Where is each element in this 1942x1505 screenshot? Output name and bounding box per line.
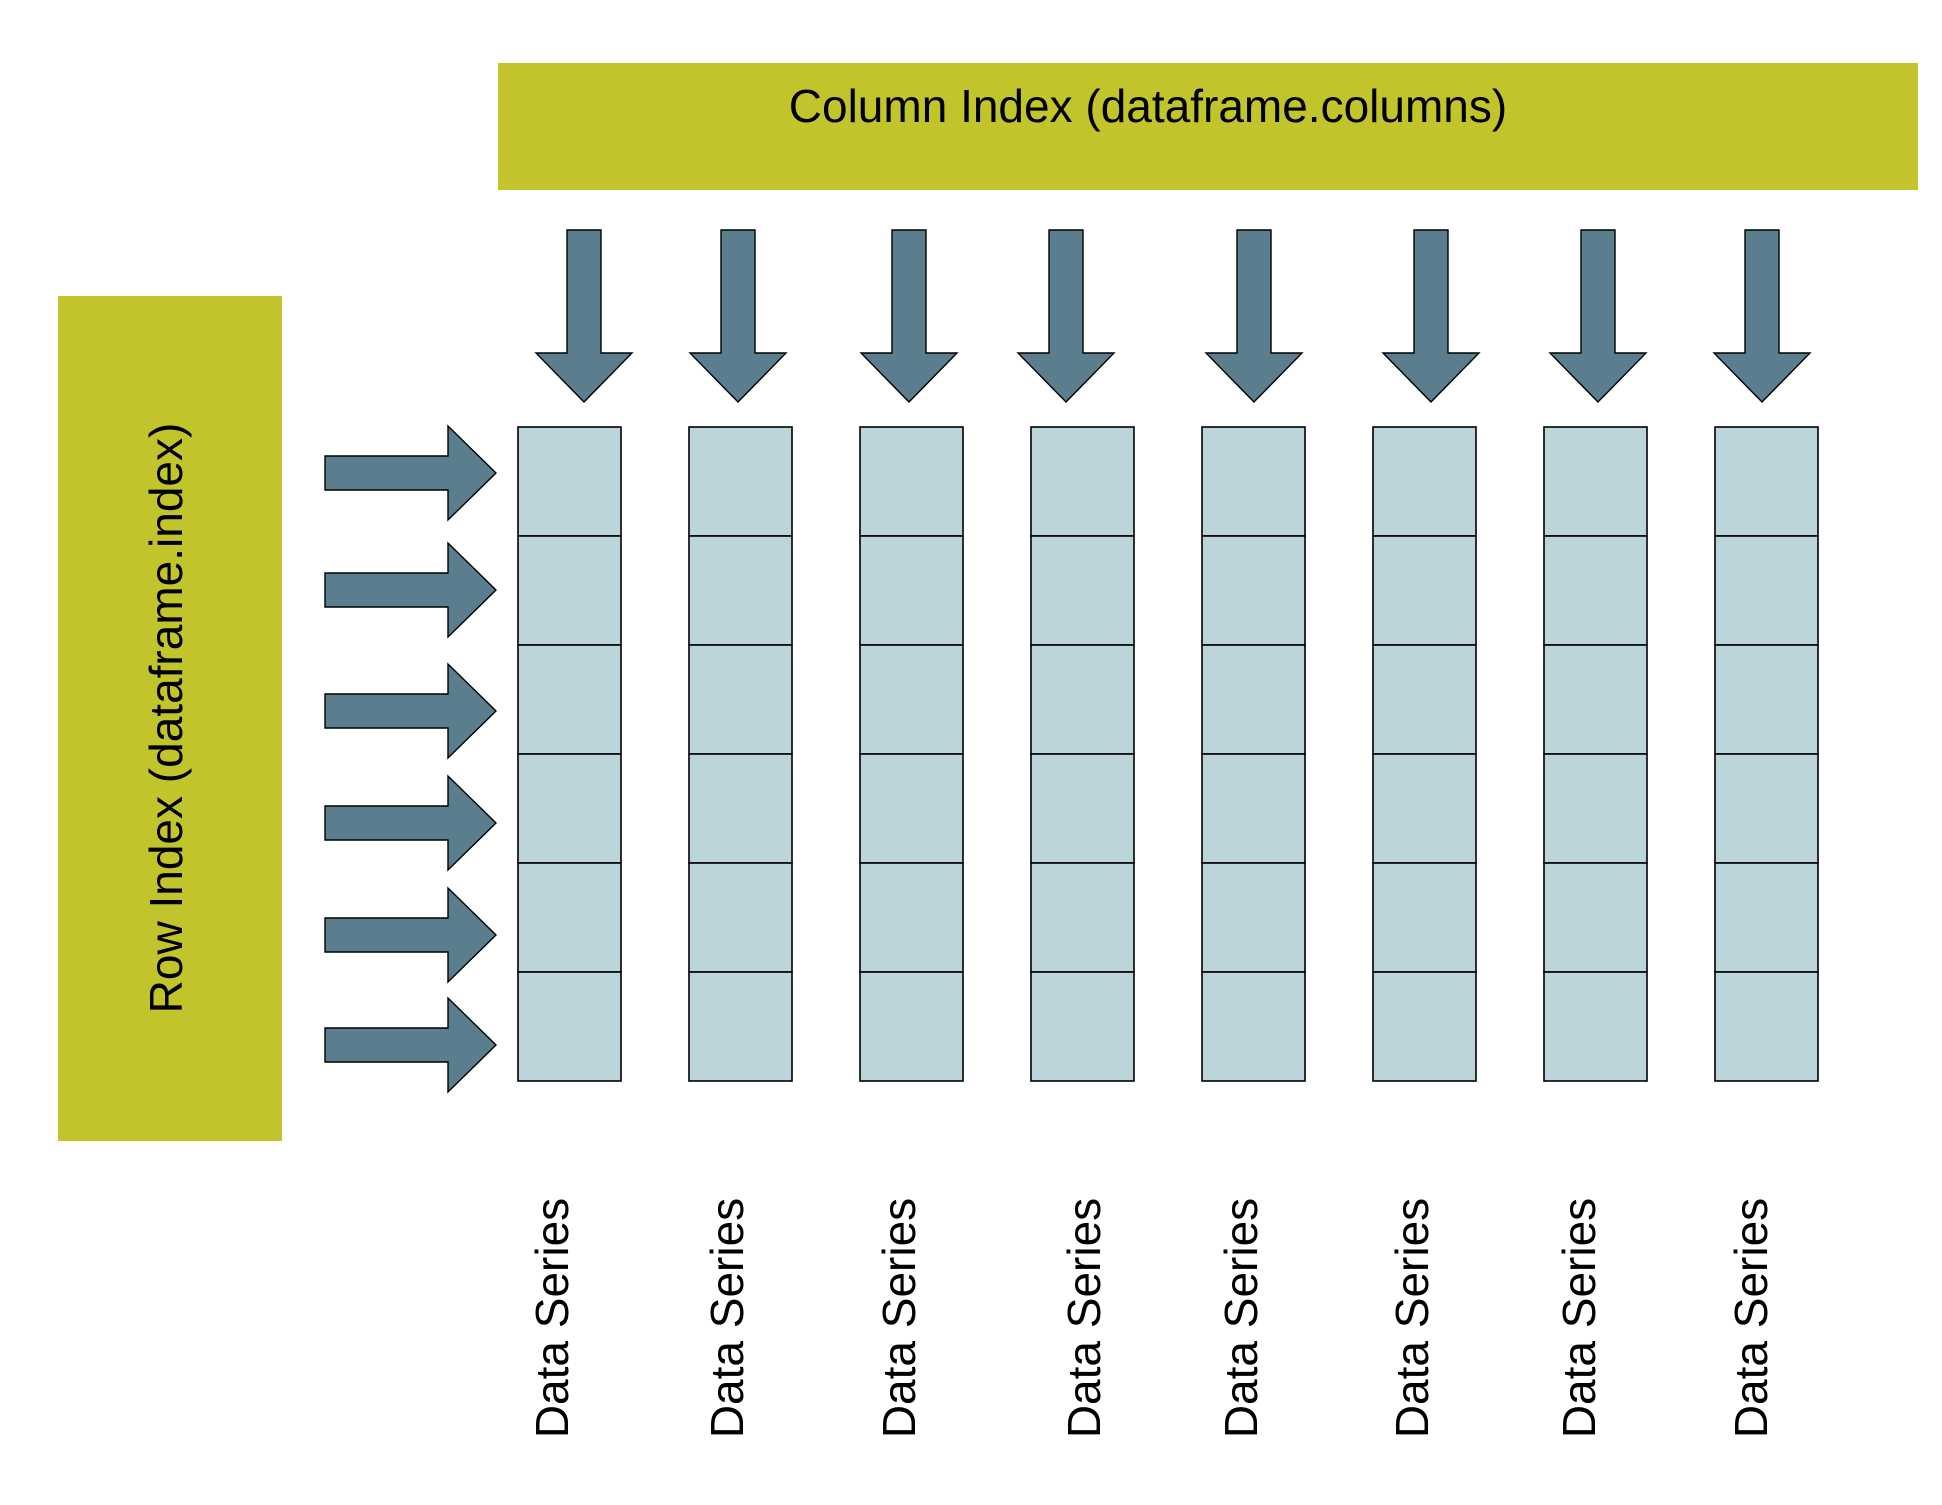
grid-cell (859, 535, 964, 646)
grid-cell (1372, 971, 1477, 1082)
grid-cell (1543, 971, 1648, 1082)
grid-cell (1030, 753, 1135, 864)
right-arrow-icon (324, 886, 498, 984)
down-arrow-icon (1548, 229, 1648, 404)
grid-cell (1201, 426, 1306, 537)
grid-cell (859, 426, 964, 537)
grid-cell (517, 644, 622, 755)
grid-cell (1201, 644, 1306, 755)
down-arrow-icon (688, 229, 788, 404)
grid-cell (517, 862, 622, 973)
grid-cell (1543, 862, 1648, 973)
grid-cell (1030, 644, 1135, 755)
down-arrow-icon (1016, 229, 1116, 404)
right-arrow-icon (324, 774, 498, 872)
grid-cell (859, 971, 964, 1082)
grid-cell (859, 862, 964, 973)
grid-cell (1714, 862, 1819, 973)
series-label: Data Series (873, 1198, 925, 1438)
grid-cell (1714, 644, 1819, 755)
grid-cell (1543, 535, 1648, 646)
series-label: Data Series (701, 1198, 753, 1438)
column-index-label: Column Index (dataframe.columns) (789, 80, 1507, 132)
grid-cell (1201, 535, 1306, 646)
grid-cell (859, 753, 964, 864)
right-arrow-icon (324, 541, 498, 639)
row-index-box (58, 296, 282, 1141)
grid-cell (1372, 535, 1477, 646)
grid-cell (688, 535, 793, 646)
grid-cell (1030, 862, 1135, 973)
grid-cell (688, 426, 793, 537)
grid-cell (1714, 971, 1819, 1082)
grid-cell (1714, 753, 1819, 864)
series-label: Data Series (1725, 1198, 1777, 1438)
grid-cell (1030, 426, 1135, 537)
grid-cell (517, 753, 622, 864)
down-arrow-icon (534, 229, 634, 404)
grid-cell (1201, 753, 1306, 864)
grid-cell (1543, 753, 1648, 864)
grid-cell (517, 971, 622, 1082)
down-arrow-icon (859, 229, 959, 404)
series-label: Data Series (1058, 1198, 1110, 1438)
row-arrows (324, 424, 498, 1094)
down-arrow-icon (1204, 229, 1304, 404)
grid-cell (859, 644, 964, 755)
down-arrow-icon (1712, 229, 1812, 404)
right-arrow-icon (324, 424, 498, 522)
grid-cell (1030, 971, 1135, 1082)
grid-cell (517, 535, 622, 646)
data-grid (517, 426, 1819, 1082)
series-label: Data Series (1553, 1198, 1605, 1438)
series-label: Data Series (526, 1198, 578, 1438)
grid-cell (1201, 862, 1306, 973)
series-label: Data Series (1215, 1198, 1267, 1438)
grid-cell (688, 971, 793, 1082)
grid-cell (688, 644, 793, 755)
right-arrow-icon (324, 996, 498, 1094)
grid-cell (1714, 535, 1819, 646)
grid-cell (1030, 535, 1135, 646)
down-arrow-icon (1381, 229, 1481, 404)
right-arrow-icon (324, 662, 498, 760)
grid-cell (1543, 644, 1648, 755)
grid-cell (1543, 426, 1648, 537)
row-index-label: Row Index (dataframe.index) (140, 423, 192, 1014)
column-arrows (534, 229, 1812, 404)
grid-cell (1714, 426, 1819, 537)
grid-cell (1201, 971, 1306, 1082)
series-label: Data Series (1386, 1198, 1438, 1438)
grid-cell (688, 862, 793, 973)
grid-cell (517, 426, 622, 537)
grid-cell (1372, 426, 1477, 537)
column-index-box (498, 63, 1918, 190)
series-labels: Data Series Data Series Data Series Data Se… (526, 1198, 1777, 1438)
grid-cell (688, 753, 793, 864)
grid-cell (1372, 862, 1477, 973)
grid-cell (1372, 644, 1477, 755)
grid-cell (1372, 753, 1477, 864)
